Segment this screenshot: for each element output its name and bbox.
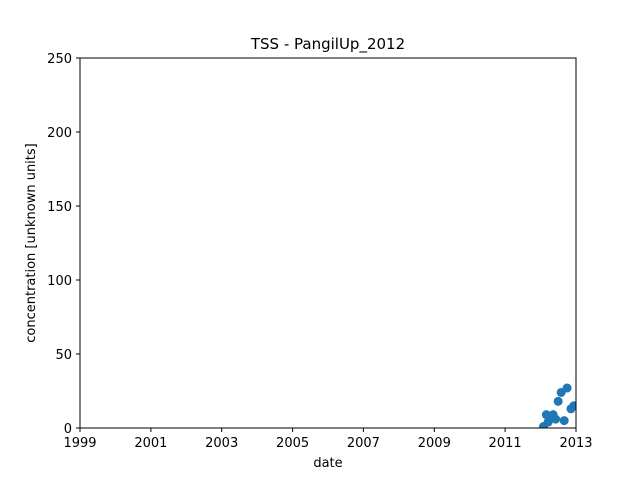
data-point	[553, 396, 563, 406]
x-tick-label: 2009	[418, 436, 451, 451]
y-axis-ticks: 0 50 100 150 200 250	[47, 52, 80, 437]
points-layer	[539, 383, 576, 428]
data-point	[569, 401, 576, 411]
x-tick-label: 2005	[276, 436, 309, 451]
plot-area	[79, 57, 577, 429]
y-tick-label: 250	[47, 52, 72, 67]
x-tick-label: 2013	[559, 436, 592, 451]
data-point	[559, 416, 569, 426]
data-point	[551, 414, 561, 424]
y-tick-label: 100	[47, 274, 72, 289]
y-axis-label: concentration [unknown units]	[24, 143, 39, 342]
chart-title: TSS - PangilUp_2012	[250, 35, 405, 54]
y-tick-label: 50	[55, 348, 72, 363]
x-tick-label: 2007	[347, 436, 380, 451]
data-point	[562, 383, 572, 393]
y-tick-label: 0	[64, 422, 72, 437]
x-tick-label: 2001	[134, 436, 167, 451]
x-tick-label: 2003	[205, 436, 238, 451]
y-tick-label: 200	[47, 126, 72, 141]
x-tick-label: 2011	[489, 436, 522, 451]
y-tick-label: 150	[47, 200, 72, 215]
x-axis-ticks: 1999 2001 2003 2005 2007 2009 2011 2013	[63, 428, 593, 451]
x-axis-label: date	[313, 456, 342, 471]
x-tick-label: 1999	[63, 436, 96, 451]
